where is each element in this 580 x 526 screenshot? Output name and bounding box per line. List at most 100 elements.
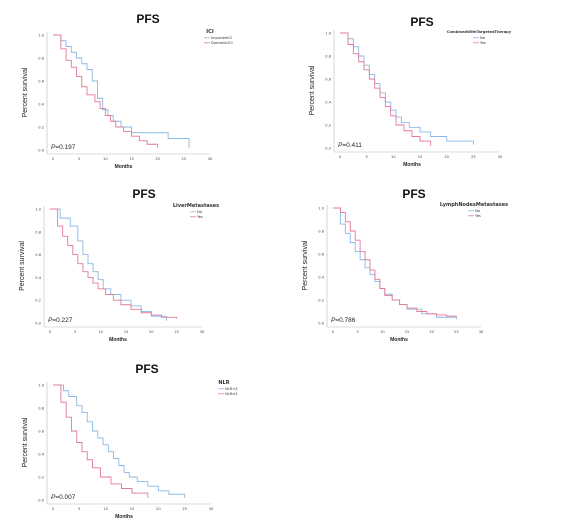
x-tick-label: 0 xyxy=(49,330,52,334)
y-tick-label: 0.0 xyxy=(38,149,44,153)
y-axis-label: Percent survival xyxy=(309,65,316,115)
y-tick-label: 0.2 xyxy=(318,299,324,303)
y-tick-label: 0.6 xyxy=(38,80,44,84)
x-tick-label: 5 xyxy=(78,507,80,511)
y-tick-label: 0.6 xyxy=(35,253,41,257)
x-tick-label: 20 xyxy=(149,330,154,334)
x-axis-label: Months xyxy=(115,514,133,520)
x-axis-label: Months xyxy=(403,162,421,168)
survival-curve-a xyxy=(53,384,186,498)
x-tick-label: 15 xyxy=(418,155,423,159)
legend-title: LiverMetastases xyxy=(173,203,219,209)
chart-title: PFS xyxy=(410,15,433,29)
km-panel-2: PFS 0.0 0.2 0.4 0.6 0.8 1.0 0 5 10 15 20 25 30 Percent… xyxy=(309,15,512,168)
y-tick-label: 0.0 xyxy=(318,322,324,326)
x-tick-label: 0 xyxy=(339,155,342,159)
km-panel-1: PFS 0.0 0.2 0.4 0.6 0.8 1.0 0 5 10 15 20 25 30 Percent… xyxy=(22,12,233,170)
x-tick-label: 10 xyxy=(380,330,385,334)
y-tick-label: 0.2 xyxy=(35,299,41,303)
x-tick-label: 25 xyxy=(471,155,476,159)
y-tick-label: 0.8 xyxy=(325,55,331,59)
y-tick-label: 1.0 xyxy=(318,207,324,211)
legend-title: ICI xyxy=(206,29,214,35)
x-tick-label: 5 xyxy=(357,330,359,334)
x-tick-label: 5 xyxy=(78,157,80,161)
y-tick-label: 0.8 xyxy=(38,407,44,411)
legend-entry: No xyxy=(197,210,202,214)
y-tick-label: 0.4 xyxy=(38,453,44,457)
y-tick-label: 1.0 xyxy=(38,384,44,388)
p-value: P=0.197 xyxy=(51,144,76,151)
y-tick-label: 0.6 xyxy=(318,253,324,257)
legend-entry: DomesticICI xyxy=(211,41,233,45)
y-tick-label: 0.4 xyxy=(325,101,331,105)
legend-title: LymphNodesMetastases xyxy=(440,202,508,208)
x-tick-label: 15 xyxy=(405,330,410,334)
x-tick-label: 15 xyxy=(129,157,134,161)
p-value-number: =0.007 xyxy=(55,494,75,501)
y-axis-label: Percent survival xyxy=(22,67,29,117)
legend-entry: No xyxy=(475,209,480,213)
x-tick-label: 0 xyxy=(52,507,55,511)
x-tick-label: 20 xyxy=(155,157,160,161)
x-tick-label: 30 xyxy=(479,330,484,334)
x-tick-label: 30 xyxy=(200,330,205,334)
y-tick-label: 0.6 xyxy=(325,78,331,82)
survival-curve-b xyxy=(53,34,159,148)
x-tick-label: 5 xyxy=(366,155,368,159)
p-value: P=0.227 xyxy=(48,317,73,324)
x-tick-label: 15 xyxy=(124,330,129,334)
survival-curve-b xyxy=(333,207,457,318)
legend-entry: ImportedICI xyxy=(211,36,232,40)
y-tick-label: 1.0 xyxy=(325,32,331,36)
y-axis-label: Percent survival xyxy=(302,240,309,290)
y-tick-label: 1.0 xyxy=(35,208,41,212)
x-tick-label: 25 xyxy=(182,507,187,511)
p-value: P=0.411 xyxy=(338,142,362,149)
chart-title: PFS xyxy=(402,187,425,201)
y-tick-label: 0.8 xyxy=(35,230,41,234)
y-tick-label: 0.2 xyxy=(325,124,331,128)
km-panel-5: PFS 0.0 0.2 0.4 0.6 0.8 1.0 0 5 10 15 20 25 30 Percent… xyxy=(22,362,238,520)
survival-curve-a xyxy=(53,34,190,148)
x-tick-label: 10 xyxy=(103,157,108,161)
x-tick-label: 30 xyxy=(208,157,213,161)
y-tick-label: 0.2 xyxy=(38,126,44,130)
x-tick-label: 15 xyxy=(130,507,135,511)
x-axis-label: Months xyxy=(115,164,133,170)
x-tick-label: 10 xyxy=(103,507,108,511)
p-value-number: =0.411 xyxy=(342,142,362,149)
p-value: P=0.007 xyxy=(51,494,76,501)
p-value-number: =0.227 xyxy=(52,317,72,324)
p-value-number: =0.786 xyxy=(335,317,355,324)
x-tick-label: 0 xyxy=(332,330,335,334)
y-tick-label: 0.0 xyxy=(325,147,331,151)
x-tick-label: 20 xyxy=(156,507,161,511)
legend-entry: Yes xyxy=(475,214,481,218)
y-tick-label: 0.2 xyxy=(38,476,44,480)
legend-entry: No xyxy=(480,36,485,40)
x-tick-label: 25 xyxy=(454,330,459,334)
y-tick-label: 0.4 xyxy=(38,103,44,107)
y-tick-label: 0.8 xyxy=(318,230,324,234)
km-panel-3: PFS 0.0 0.2 0.4 0.6 0.8 1.0 0 5 10 15 20 25 30 Percent… xyxy=(19,187,219,343)
km-panel-4: PFS 0.0 0.2 0.4 0.6 0.8 1.0 0 5 10 15 20 25 30 Percent… xyxy=(302,187,508,343)
p-value: P=0.786 xyxy=(331,317,356,324)
x-tick-label: 10 xyxy=(98,330,103,334)
survival-curve-a xyxy=(50,208,167,321)
x-tick-label: 0 xyxy=(52,157,55,161)
p-value-number: =0.197 xyxy=(55,144,75,151)
chart-title: PFS xyxy=(135,362,158,376)
legend-entry: NLR≥3 xyxy=(225,392,238,396)
x-tick-label: 20 xyxy=(429,330,434,334)
x-tick-label: 20 xyxy=(444,155,449,159)
x-tick-label: 30 xyxy=(209,507,214,511)
chart-title: PFS xyxy=(136,12,159,26)
y-tick-label: 0.8 xyxy=(38,57,44,61)
legend-title: CombinedWithTargetedTherapy xyxy=(447,30,512,34)
x-tick-label: 30 xyxy=(498,155,503,159)
y-tick-label: 0.4 xyxy=(35,276,41,280)
x-axis-label: Months xyxy=(109,337,127,343)
x-tick-label: 10 xyxy=(391,155,396,159)
